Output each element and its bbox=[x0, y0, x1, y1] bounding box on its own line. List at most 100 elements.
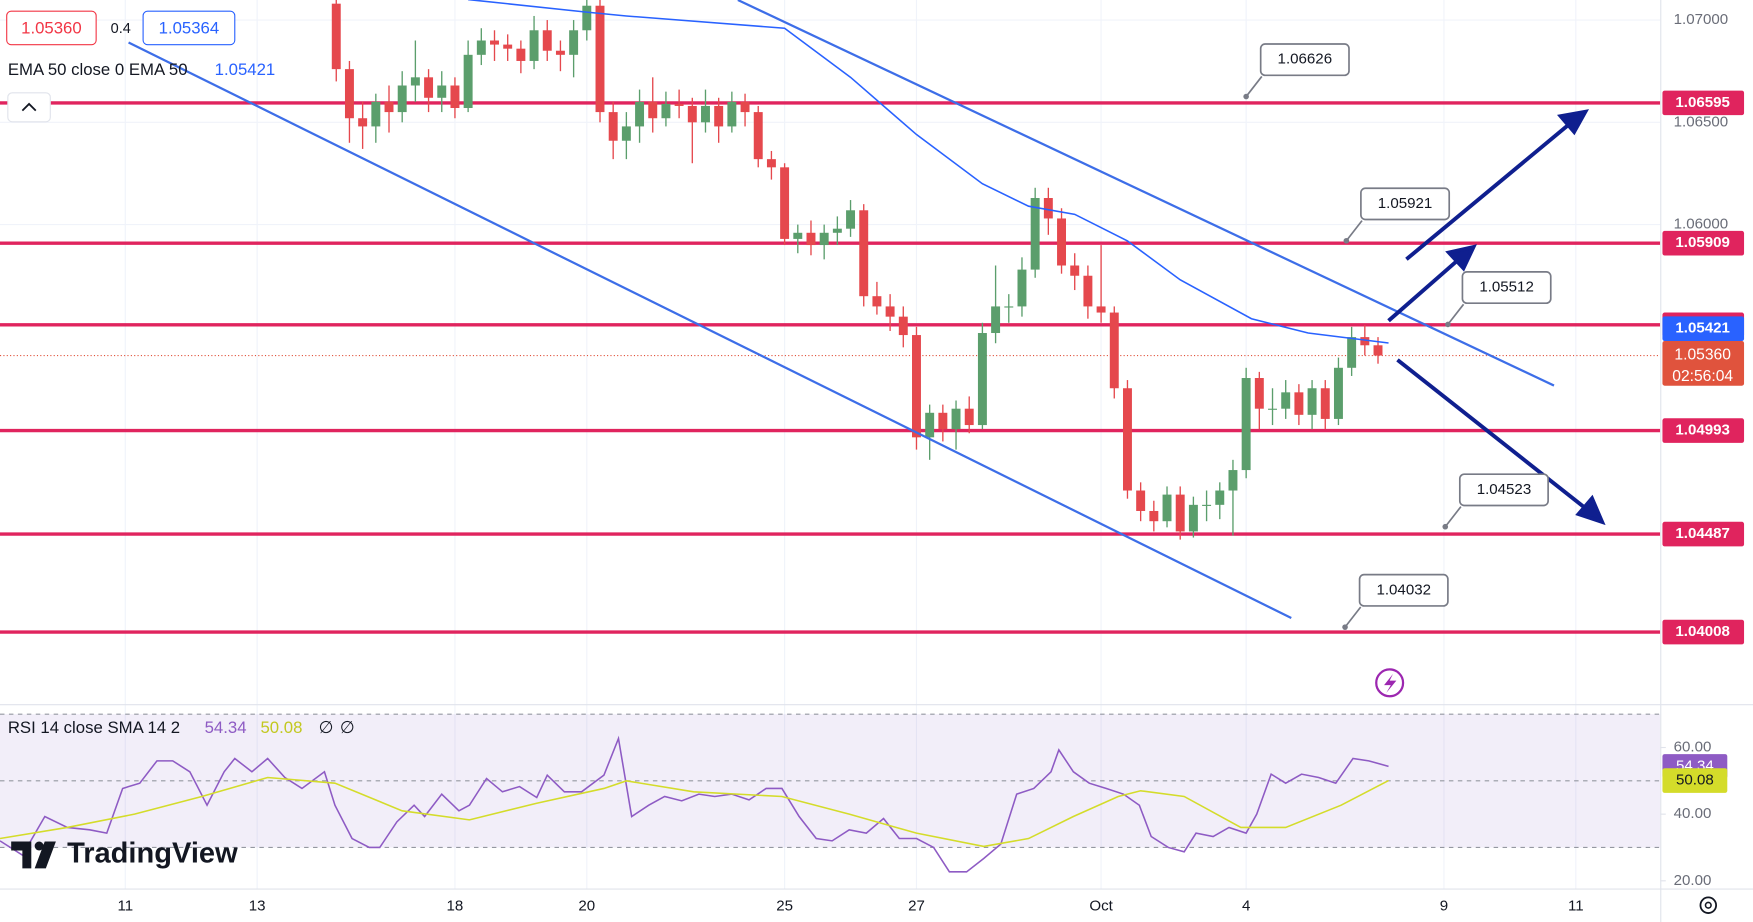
collapse-button[interactable] bbox=[7, 92, 51, 123]
y-tick-label: 1.06000 bbox=[1674, 216, 1729, 233]
candle-body bbox=[1360, 337, 1370, 346]
candle-body bbox=[463, 54, 473, 109]
candle-body bbox=[1149, 510, 1159, 522]
candle-body bbox=[1347, 337, 1357, 368]
x-tick-label: 4 bbox=[1242, 897, 1250, 914]
candle-body bbox=[1030, 198, 1040, 270]
x-tick-label: 11 bbox=[117, 897, 133, 914]
x-tick-label: 9 bbox=[1440, 897, 1448, 914]
x-tick-label: 13 bbox=[249, 897, 266, 914]
candle-body bbox=[846, 210, 856, 229]
candle-body bbox=[516, 48, 526, 61]
levels bbox=[0, 101, 1661, 634]
callout-box bbox=[1458, 473, 1549, 507]
legend-extra: ∅ bbox=[319, 718, 334, 737]
candle-body bbox=[912, 335, 921, 438]
y-tick-label: 1.06500 bbox=[1674, 113, 1729, 130]
candle-body bbox=[1109, 312, 1119, 389]
buy-button[interactable] bbox=[142, 10, 236, 46]
level-label-box bbox=[1662, 230, 1745, 256]
rsi-legend: RSI 14 close SMA 14 2 54.34 50.08 ∅ ∅ bbox=[8, 718, 355, 737]
candle-body bbox=[661, 103, 671, 119]
candle-body bbox=[687, 105, 697, 123]
candle-body bbox=[371, 101, 381, 127]
sma-line bbox=[0, 776, 1389, 848]
candle-body bbox=[648, 101, 658, 119]
candle-body bbox=[1175, 494, 1185, 532]
candle-body bbox=[793, 232, 803, 239]
candle-body bbox=[1228, 470, 1238, 491]
candle-body bbox=[898, 316, 908, 336]
candle-body bbox=[1281, 392, 1291, 409]
level-label: 1.04993 bbox=[1675, 422, 1730, 439]
candle-body bbox=[410, 77, 420, 86]
alert-icon[interactable] bbox=[1375, 668, 1405, 698]
buy-price: 1.05364 bbox=[159, 18, 220, 37]
candle-body bbox=[621, 126, 631, 141]
candle-body bbox=[1320, 388, 1330, 419]
overlays bbox=[468, 0, 1389, 344]
callout-label: 1.04032 bbox=[1376, 581, 1431, 598]
candle-body bbox=[1188, 504, 1198, 532]
candle-body bbox=[938, 412, 948, 430]
candle-body bbox=[608, 112, 618, 141]
candle-body bbox=[1241, 378, 1251, 471]
legend-extra: ∅ bbox=[340, 718, 355, 737]
candle-body bbox=[437, 85, 447, 98]
rsi-title[interactable]: RSI 14 close SMA 14 2 bbox=[8, 718, 180, 737]
level-label: 1.05909 bbox=[1675, 234, 1730, 251]
rsi-tick-label: 60.00 bbox=[1674, 738, 1712, 755]
last-price-label: 1.05360 bbox=[1674, 347, 1731, 364]
candle-body bbox=[450, 85, 460, 109]
sell-button[interactable] bbox=[6, 10, 97, 46]
candle-body bbox=[503, 44, 513, 49]
x-tick-label: 27 bbox=[908, 897, 925, 914]
callout-box bbox=[1360, 187, 1451, 221]
rsi-tick-label: 40.00 bbox=[1674, 805, 1712, 822]
candle-body bbox=[832, 228, 842, 233]
logo-text: TradingView bbox=[67, 838, 238, 870]
candle-body bbox=[1202, 504, 1212, 506]
last-price-box bbox=[1662, 340, 1745, 386]
rsi-value-box bbox=[1662, 768, 1728, 793]
logo[interactable]: TradingView bbox=[11, 838, 238, 870]
candle-body bbox=[476, 40, 486, 55]
candle-body bbox=[1122, 388, 1132, 491]
settings-icon[interactable] bbox=[1699, 896, 1718, 914]
candle-body bbox=[1254, 378, 1264, 409]
candle-body bbox=[1004, 306, 1014, 308]
ema-legend-value: 1.05421 bbox=[215, 60, 276, 79]
candle-body bbox=[555, 50, 565, 55]
ema-line bbox=[468, 0, 1389, 344]
callout-leader bbox=[1444, 506, 1462, 528]
axes: 11 13 18 20 25 27 Oct 4 9 11 1.07000 1.06500 1.06000… bbox=[117, 11, 1745, 914]
x-tick-label: Oct bbox=[1089, 897, 1113, 914]
ema-label: 1.05421 bbox=[1675, 320, 1730, 337]
candle-body bbox=[951, 408, 961, 430]
callout-leader bbox=[1344, 606, 1362, 628]
channel-upper bbox=[737, 0, 1555, 387]
arrows bbox=[1387, 109, 1606, 526]
arrow-line bbox=[1387, 256, 1462, 323]
callout-leader bbox=[1245, 75, 1263, 98]
rsi-legend-value: 54.34 bbox=[205, 718, 247, 737]
candle-body bbox=[740, 101, 750, 113]
candle-body bbox=[542, 30, 552, 51]
candle-body bbox=[1333, 367, 1343, 419]
x-tick-label: 18 bbox=[447, 897, 464, 914]
logo-icon bbox=[11, 841, 56, 869]
candle-body bbox=[1096, 306, 1106, 313]
candle-body bbox=[1070, 265, 1080, 276]
drawings bbox=[128, 0, 1606, 698]
candle-body bbox=[529, 30, 539, 61]
ema-legend-name[interactable]: EMA 50 close 0 EMA 50 bbox=[8, 60, 188, 79]
rsi-panel bbox=[0, 713, 1661, 873]
level-label: 1.06595 bbox=[1675, 94, 1730, 111]
arrow-head bbox=[1445, 244, 1477, 272]
countdown: 02:56:04 bbox=[1672, 368, 1733, 385]
x-tick-label: 11 bbox=[1568, 897, 1584, 914]
candle-body bbox=[397, 85, 407, 113]
candle-body bbox=[1083, 275, 1093, 307]
arrow-line bbox=[1405, 121, 1573, 261]
